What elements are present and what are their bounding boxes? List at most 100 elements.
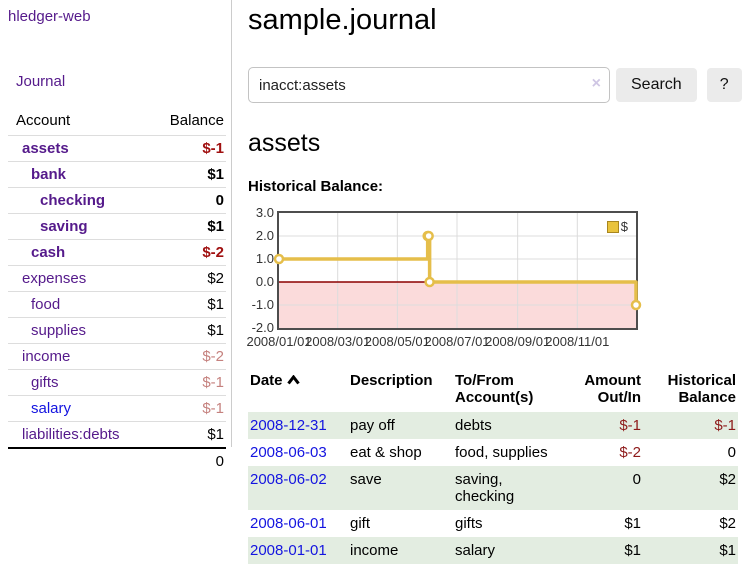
transaction-description: eat & shop — [350, 444, 422, 461]
account-balance: $1 — [207, 166, 224, 183]
transaction-description: save — [350, 471, 382, 488]
account-balance: $-1 — [202, 374, 224, 391]
column-header-date-label: Date — [250, 372, 283, 389]
y-axis: 3.0 2.0 1.0 0.0 -1.0 -2.0 — [248, 206, 274, 334]
transaction-row: 2008-06-02 save saving, checking 0 $2 — [248, 466, 738, 510]
y-axis-tick-label: -1.0 — [251, 297, 274, 312]
chart-plot-area: $ — [273, 211, 642, 330]
transaction-row: 2008-06-01 gift gifts $1 $2 — [248, 510, 738, 537]
transactions-table: Date Description To/From Account(s) Amou… — [248, 369, 738, 564]
account-balance: $-1 — [202, 140, 224, 157]
transaction-balance: $-1 — [714, 417, 736, 434]
account-row-salary: salary $-1 — [8, 395, 226, 421]
account-row-assets: assets $-1 — [8, 135, 226, 161]
transaction-date-link[interactable]: 2008-06-03 — [250, 444, 327, 461]
chart-canvas — [273, 213, 642, 328]
transaction-accounts: food, supplies — [455, 444, 548, 461]
account-row-food: food $1 — [8, 291, 226, 317]
sort-ascending-icon — [286, 372, 300, 389]
account-row-bank: bank $1 — [8, 161, 226, 187]
transaction-balance: $2 — [719, 471, 736, 488]
column-header-date[interactable]: Date — [248, 369, 348, 412]
column-header-amount: Amount Out/In — [584, 372, 641, 406]
column-header-accounts: To/From Account(s) — [455, 372, 534, 406]
account-link-bank[interactable]: bank — [31, 166, 67, 183]
account-link-assets[interactable]: assets — [22, 140, 69, 157]
search-input[interactable] — [248, 67, 610, 103]
legend-series-swatch — [606, 220, 619, 233]
account-balance: $1 — [207, 218, 224, 235]
account-row-liabilities-debts: liabilities:debts $1 — [8, 421, 226, 447]
account-link-saving[interactable]: saving — [40, 218, 88, 235]
account-link-cash[interactable]: cash — [31, 244, 66, 261]
y-axis-tick-label: 3.0 — [255, 205, 274, 220]
accounts-panel: Account Balance assets $-1 bank $1 check… — [8, 108, 226, 474]
transaction-date-link[interactable]: 2008-06-01 — [250, 515, 327, 532]
transaction-accounts: saving, checking — [455, 471, 515, 505]
account-link-income[interactable]: income — [22, 348, 71, 365]
transaction-balance: $2 — [719, 515, 736, 532]
transaction-accounts: salary — [455, 542, 496, 559]
accounts-header: Account Balance — [8, 108, 226, 135]
y-axis-tick-label: -2.0 — [251, 320, 274, 335]
search-button[interactable]: Search — [616, 68, 697, 102]
transaction-accounts: debts — [455, 417, 492, 434]
transaction-balance: $1 — [719, 542, 736, 559]
account-balance: $-2 — [202, 244, 224, 261]
transaction-date-link[interactable]: 2008-12-31 — [250, 417, 327, 434]
account-link-salary[interactable]: salary — [31, 400, 72, 417]
account-row-cash: cash $-2 — [8, 239, 226, 265]
column-header-balance: Historical Balance — [667, 372, 736, 406]
account-row-supplies: supplies $1 — [8, 317, 226, 343]
account-row-checking: checking 0 — [8, 187, 226, 213]
account-heading: assets — [248, 129, 321, 157]
chart-title: Historical Balance: — [248, 178, 384, 195]
transaction-amount: $-1 — [619, 417, 641, 434]
account-balance: 0 — [215, 192, 224, 209]
x-axis: 2008/01/01 2008/03/01 2008/05/01 2008/07/01… — [246, 334, 738, 350]
x-axis-tick-label: 2008/07/01 — [424, 334, 490, 349]
clear-search-icon[interactable]: × — [591, 75, 601, 92]
column-header-description: Description — [350, 372, 433, 389]
x-axis-tick-label: 2008/03/01 — [305, 334, 371, 349]
account-link-food[interactable]: food — [31, 296, 61, 313]
sidebar: hledger-web Journal Account Balance asse… — [0, 0, 232, 470]
chart-legend: $ — [604, 218, 630, 235]
account-link-gifts[interactable]: gifts — [31, 374, 59, 391]
transaction-description: gift — [350, 515, 371, 532]
account-balance: $1 — [207, 296, 224, 313]
page-title: sample.journal — [248, 4, 437, 36]
legend-series-label: $ — [620, 219, 628, 234]
transaction-amount: $-2 — [619, 444, 641, 461]
transactions-header-row: Date Description To/From Account(s) Amou… — [248, 369, 738, 412]
transaction-amount: $1 — [624, 542, 641, 559]
transaction-row: 2008-12-31 pay off debts $-1 $-1 — [248, 412, 738, 439]
account-link-checking[interactable]: checking — [40, 192, 106, 209]
account-balance: $-1 — [202, 400, 224, 417]
account-row-saving: saving $1 — [8, 213, 226, 239]
y-axis-tick-label: 1.0 — [255, 251, 274, 266]
sidebar-item-journal[interactable]: Journal — [16, 73, 66, 90]
accounts-header-account: Account — [16, 112, 71, 129]
transaction-row: 2008-01-01 income salary $1 $1 — [248, 537, 738, 564]
transaction-date-link[interactable]: 2008-06-02 — [250, 471, 327, 488]
account-link-supplies[interactable]: supplies — [31, 322, 87, 339]
accounts-total-row: 0 — [8, 447, 226, 474]
x-axis-tick-label: 2008/01/01 — [246, 334, 312, 349]
app-brand-link[interactable]: hledger-web — [8, 8, 91, 25]
transaction-balance: 0 — [727, 444, 736, 461]
account-balance: $1 — [207, 322, 224, 339]
transaction-description: income — [350, 542, 399, 559]
account-balance: $2 — [207, 270, 224, 287]
account-row-income: income $-2 — [8, 343, 226, 369]
account-link-liabilities-debts[interactable]: liabilities:debts — [22, 426, 120, 443]
transaction-date-link[interactable]: 2008-01-01 — [250, 542, 327, 559]
accounts-header-balance: Balance — [169, 112, 224, 129]
search-form: × Search ? — [248, 67, 742, 103]
main-content: sample.journal × Search ? assets Histori… — [246, 0, 742, 564]
y-axis-tick-label: 2.0 — [255, 228, 274, 243]
x-axis-tick-label: 2008/09/01 — [485, 334, 551, 349]
transaction-accounts: gifts — [455, 515, 483, 532]
account-link-expenses[interactable]: expenses — [22, 270, 87, 287]
help-button[interactable]: ? — [706, 68, 742, 102]
